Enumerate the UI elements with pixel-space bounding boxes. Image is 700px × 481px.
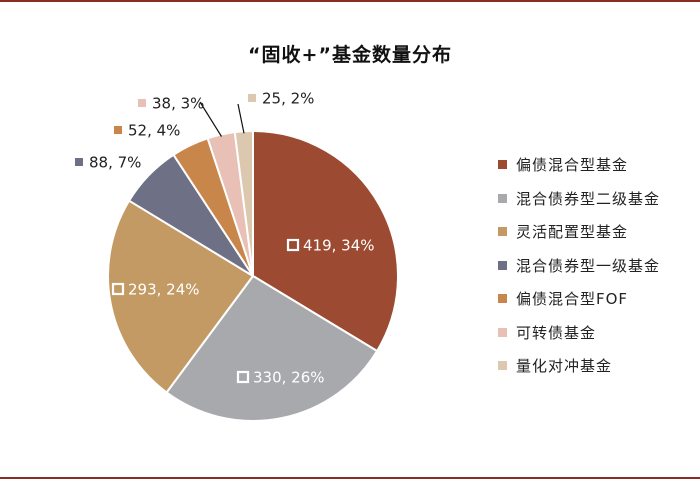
legend-label: 混合债券型一级基金 [516, 256, 661, 275]
label-marker [114, 126, 122, 134]
legend-label: 灵活配置型基金 [516, 223, 629, 242]
legend-label: 可转债基金 [516, 323, 597, 342]
legend-item: 混合债券型一级基金 [498, 249, 660, 283]
label-marker [236, 370, 250, 384]
legend-swatch [498, 160, 507, 170]
legend-swatch [498, 294, 507, 304]
legend-item: 偏债混合型FOF [498, 282, 660, 316]
data-label: 52, 4% [128, 122, 180, 140]
pie-slice [165, 274, 379, 422]
legend-item: 灵活配置型基金 [498, 215, 660, 249]
legend-swatch [498, 193, 507, 203]
legend-label: 混合债券型二级基金 [516, 189, 661, 208]
data-label: 38, 3% [152, 95, 204, 113]
legend-label: 偏债混合型FOF [516, 290, 629, 309]
label-leader-line [237, 103, 245, 134]
legend-swatch [498, 361, 507, 371]
pie-slice [252, 129, 399, 353]
data-label: 330, 26% [253, 369, 325, 387]
label-leader-line [199, 101, 223, 137]
legend-item: 混合债券型二级基金 [498, 182, 660, 216]
legend-swatch [498, 327, 507, 337]
pie-slice [107, 199, 255, 394]
label-marker [111, 282, 125, 296]
legend-item: 可转债基金 [498, 316, 660, 350]
data-label: 88, 7% [89, 154, 141, 172]
chart-title: “固收+”基金数量分布 [248, 44, 452, 66]
data-label: 419, 34% [303, 237, 375, 255]
label-marker [248, 94, 256, 102]
legend-item: 偏债混合型基金 [498, 148, 660, 182]
legend-item: 量化对冲基金 [498, 349, 660, 383]
data-label: 25, 2% [262, 90, 314, 108]
label-marker [138, 99, 146, 107]
legend-label: 偏债混合型基金 [516, 156, 629, 175]
label-marker [75, 158, 83, 166]
legend-swatch [498, 227, 507, 237]
data-label: 293, 24% [128, 281, 200, 299]
legend-swatch [498, 260, 507, 270]
legend-label: 量化对冲基金 [516, 357, 613, 376]
label-marker [286, 238, 300, 252]
chart-legend: 偏债混合型基金混合债券型二级基金 灵活配置型基金混合债券型一级基金 偏债混合型FOF… [498, 148, 660, 383]
